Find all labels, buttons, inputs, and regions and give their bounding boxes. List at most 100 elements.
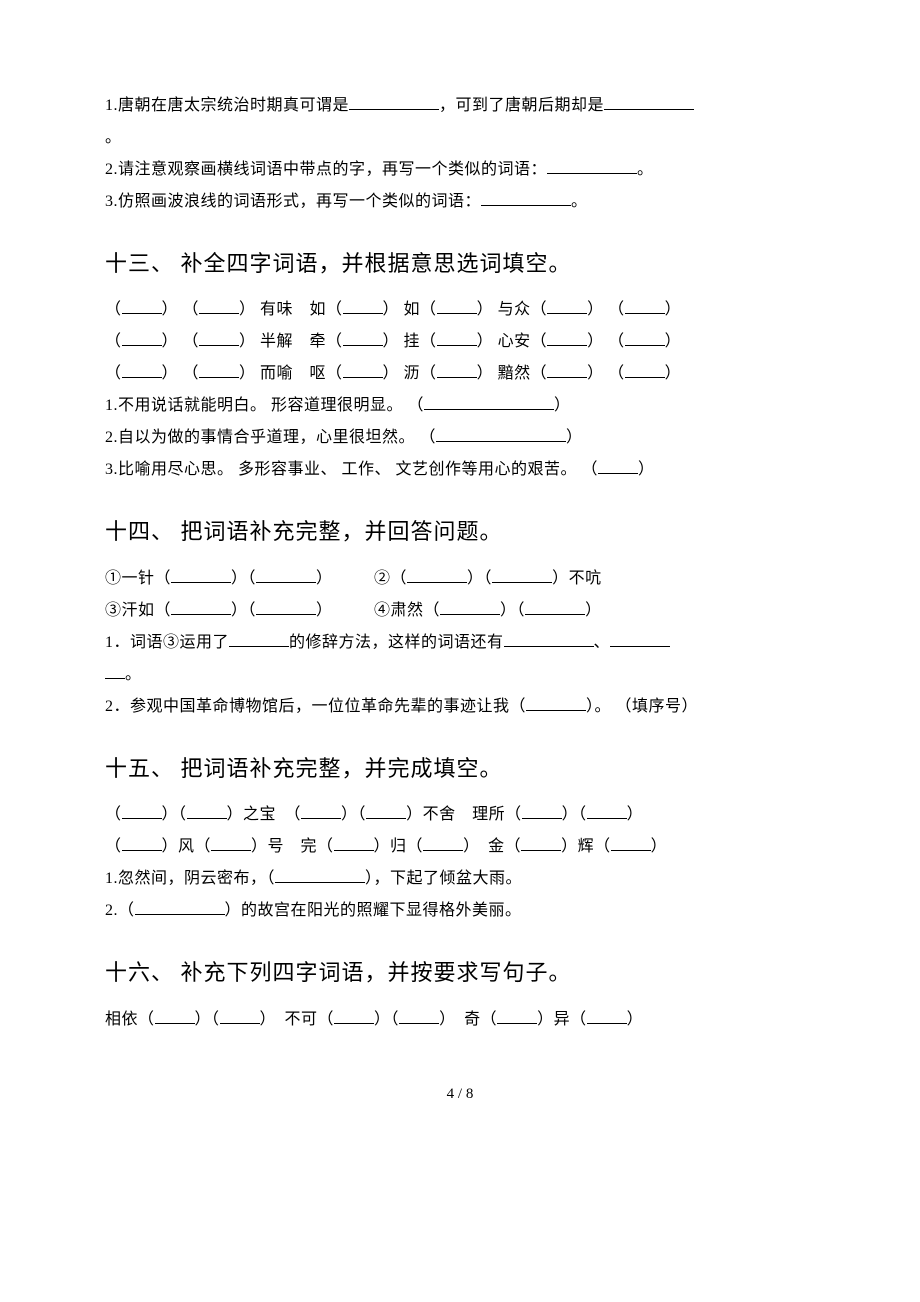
s14-row1: ①一针（）（） ②（）（）不吭 (105, 563, 815, 595)
blank (625, 331, 665, 346)
blank (437, 331, 477, 346)
text: ） (627, 806, 644, 823)
text: ） 心安（ (477, 333, 548, 350)
text: ）归（ (374, 838, 424, 855)
blank (587, 1008, 627, 1023)
text: 1.唐朝在唐太宗统治时期真可谓是 (105, 97, 349, 114)
blank (256, 567, 316, 582)
section-14-heading: 十四、 把词语补充完整，并回答问题。 (105, 508, 815, 556)
text: ）（ (231, 570, 256, 587)
text: （ (105, 806, 122, 823)
blank (122, 299, 162, 314)
blank (171, 567, 231, 582)
s13-q1: 1.不用说话就能明白。 形容道理很明显。 （） (105, 390, 815, 422)
blank (199, 331, 239, 346)
text: ） (665, 365, 682, 382)
text: ）风（ (162, 838, 212, 855)
top-q1: 1.唐朝在唐太宗统治时期真可谓是，可到了唐朝后期却是 (105, 90, 815, 122)
text: ） (627, 1011, 644, 1028)
s13-q2: 2.自以为做的事情合乎道理，心里很坦然。 （） (105, 422, 815, 454)
text: ），下起了倾盆大雨。 (365, 870, 522, 887)
text: ）（ (195, 1011, 220, 1028)
blank (349, 95, 439, 110)
text: ） (585, 602, 602, 619)
page-content: 1.唐朝在唐太宗统治时期真可谓是，可到了唐朝后期却是 。 2.请注意观察画横线词… (0, 0, 920, 1163)
top-q3: 3.仿照画波浪线的词语形式，再写一个类似的词语：。 (105, 186, 815, 218)
text: ） 奇（ (439, 1011, 497, 1028)
blank (334, 1008, 374, 1023)
blank (521, 836, 561, 851)
text: ） 如（ (383, 301, 437, 318)
text: ）异（ (537, 1011, 587, 1028)
blank (437, 363, 477, 378)
blank (135, 900, 225, 915)
text: ） (665, 333, 682, 350)
text: ） 而喻 呕（ (239, 365, 343, 382)
text: （ (105, 333, 122, 350)
blank (334, 836, 374, 851)
blank (440, 599, 500, 614)
s15-row2: （）风（）号 完（）归（） 金（）辉（） (105, 831, 815, 863)
text: ） （ (587, 365, 625, 382)
text: 。 (105, 129, 122, 146)
text: ） ②（ (316, 570, 407, 587)
text: ）的故宫在阳光的照耀下显得格外美丽。 (225, 902, 522, 919)
section-13-heading: 十三、 补全四字词语，并根据意思选词填空。 (105, 240, 815, 288)
s15-q2: 2.（ ）的故宫在阳光的照耀下显得格外美丽。 (105, 895, 815, 927)
text: 2.（ (105, 902, 135, 919)
blank (526, 695, 586, 710)
blank (436, 427, 566, 442)
blank (155, 1008, 195, 1023)
blank (547, 299, 587, 314)
text: ）。 （填序号） (586, 698, 698, 715)
blank (199, 363, 239, 378)
text: ） （ (587, 301, 625, 318)
s14-q2: 2．参观中国革命博物馆后，一位位革命先辈的事迹让我（）。 （填序号） (105, 691, 815, 723)
text: 3.比喻用尽心思。 多形容事业、 工作、 文艺创作等用心的艰苦。 （ (105, 461, 598, 478)
blank (343, 331, 383, 346)
text: ） (638, 461, 655, 478)
text: （ (105, 301, 122, 318)
blank (187, 804, 227, 819)
text: ）（ (562, 806, 587, 823)
blank (625, 363, 665, 378)
s14-q1-end: 。 (105, 659, 815, 691)
text: ） 黯然（ (477, 365, 548, 382)
blank (343, 299, 383, 314)
text: 1.忽然间，阴云密布，（ (105, 870, 275, 887)
blank (525, 599, 585, 614)
text: ）（ (467, 570, 492, 587)
blank (611, 836, 651, 851)
text: ） (554, 397, 571, 414)
blank (399, 1008, 439, 1023)
text: ）（ (231, 602, 256, 619)
s13-q3: 3.比喻用尽心思。 多形容事业、 工作、 文艺创作等用心的艰苦。 （ ） (105, 454, 815, 486)
text: ） (665, 301, 682, 318)
text: ） (566, 429, 583, 446)
blank (547, 331, 587, 346)
blank (220, 1008, 260, 1023)
s13-row3: （） （） 而喻 呕（） 沥（） 黯然（） （） (105, 358, 815, 390)
text: ） 半解 牵（ (239, 333, 343, 350)
s13-row2: （） （） 半解 牵（） 挂（） 心安（） （） (105, 326, 815, 358)
blank (423, 836, 463, 851)
text: ） ④肃然（ (316, 602, 440, 619)
blank (343, 363, 383, 378)
text: ） 与众（ (477, 301, 548, 318)
blank (625, 299, 665, 314)
text: 相依（ (105, 1011, 155, 1028)
s13-row1: （） （） 有味 如（） 如（） 与众（） （） (105, 294, 815, 326)
blank (122, 331, 162, 346)
text: ）不舍 理所（ (406, 806, 522, 823)
blank (604, 95, 694, 110)
text: （ (105, 838, 122, 855)
text: 、 (594, 634, 611, 651)
text: ）之宝 （ (227, 806, 302, 823)
blank (211, 836, 251, 851)
s15-q1: 1.忽然间，阴云密布，（ ），下起了倾盆大雨。 (105, 863, 815, 895)
text: ） （ (162, 333, 200, 350)
blank (522, 804, 562, 819)
blank (366, 804, 406, 819)
blank (171, 599, 231, 614)
text: ）辉（ (561, 838, 611, 855)
